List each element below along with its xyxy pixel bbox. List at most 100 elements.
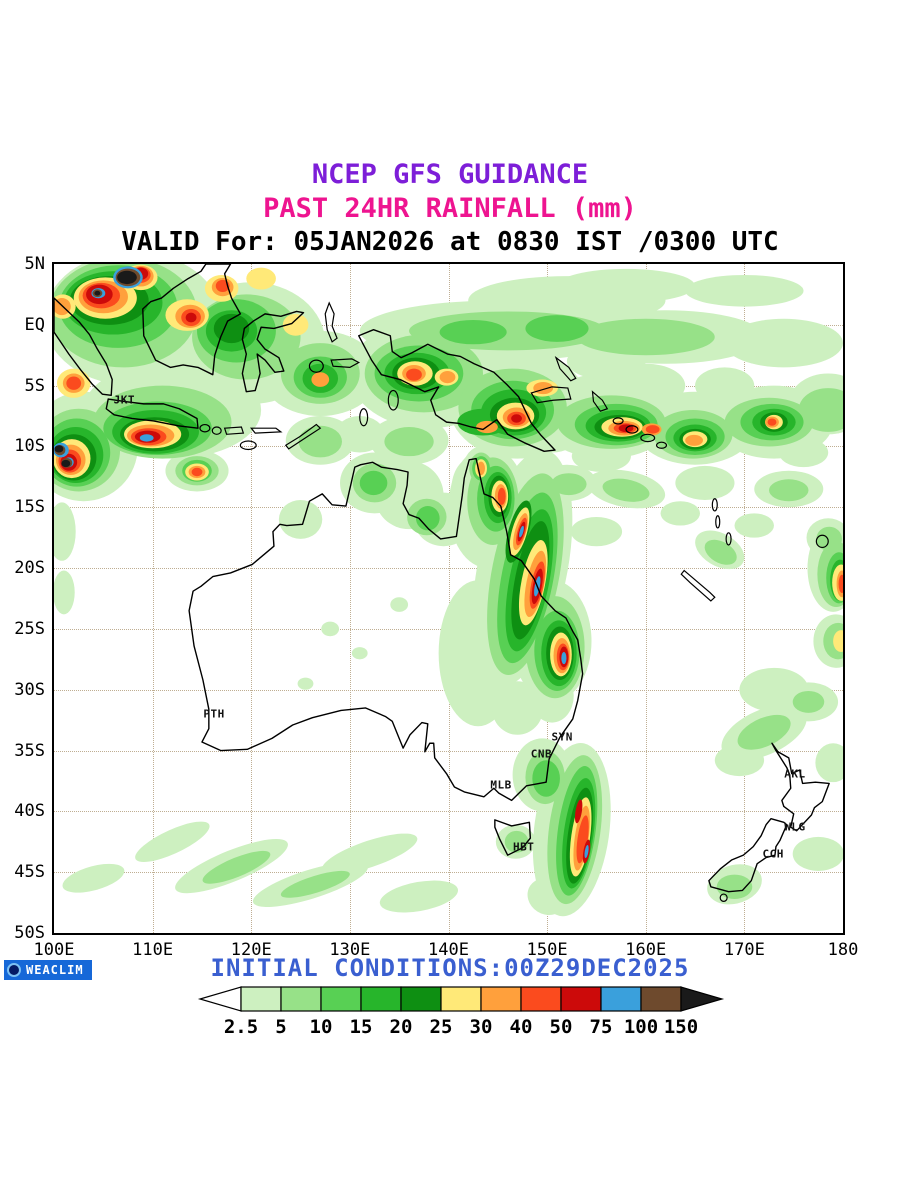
coastline-vanuatu-1 (712, 499, 717, 511)
legend-swatch-100 (640, 986, 682, 1012)
rain-cell-level-2 (704, 539, 737, 565)
legend-swatch-20 (400, 986, 442, 1012)
lon-label-110E: 110E (132, 940, 174, 960)
rain-cell-level-2 (551, 473, 587, 496)
legend-value-10: 10 (309, 1016, 333, 1038)
coastline-new-guinea (359, 330, 555, 452)
lat-label-10S: 10S (14, 436, 45, 457)
product-title: PAST 24HR RAINFALL (mm) (263, 193, 637, 224)
city-label-AKL: AKL (784, 767, 806, 781)
rain-cell-level-2 (769, 479, 809, 502)
rain-cell-level-7 (439, 371, 456, 384)
title-block: NCEP GFS GUIDANCE PAST 24HR RAINFALL (mm… (0, 158, 900, 258)
rain-cell-level-1 (714, 744, 765, 777)
legend-swatch-10 (320, 986, 362, 1012)
coastline-bougainville (592, 392, 607, 411)
rain-cell-level-10 (519, 525, 524, 538)
coastline-nz-south-island (709, 819, 787, 892)
rain-cell-level-1 (739, 667, 809, 712)
coastline-bali (200, 425, 210, 432)
rain-cell-level-10 (139, 434, 154, 442)
rain-cell-level-12 (117, 270, 137, 285)
lon-label-180: 180 (827, 940, 859, 960)
gridline-vertical (251, 264, 253, 933)
coastline-borneo (143, 264, 241, 375)
legend-value-2.5: 2.5 (223, 1016, 259, 1038)
rain-cell-level-1 (685, 274, 804, 307)
rain-cell-level-9 (511, 414, 522, 423)
rain-cell-level-1 (335, 416, 385, 453)
coastline-java (106, 399, 198, 428)
rain-cell-level-8 (767, 418, 777, 426)
model-title: NCEP GFS GUIDANCE (311, 159, 589, 190)
coastline-solomon-2 (626, 426, 638, 433)
lat-label-20S: 20S (14, 558, 45, 579)
legend-value-100: 100 (623, 1016, 659, 1038)
coastline-sumba (240, 441, 256, 450)
rain-cell-level-2 (792, 690, 825, 713)
rain-cell-level-8 (497, 487, 506, 505)
rain-cell-level-1 (390, 597, 409, 612)
legend-swatch-40 (520, 986, 562, 1012)
coastline-vanuatu-3 (726, 533, 731, 545)
coastline-solomon-4 (657, 442, 667, 448)
lat-label-5S: 5S (24, 375, 45, 396)
lon-label-170E: 170E (723, 940, 765, 960)
legend-swatch-2.5 (240, 986, 282, 1012)
legend-swatch-50 (560, 986, 602, 1012)
rain-cell-level-5 (213, 313, 250, 344)
rain-cell-level-7 (311, 372, 330, 387)
city-label-WLG: WLG (784, 820, 806, 834)
legend-swatch-15 (360, 986, 402, 1012)
legend-swatch-25 (440, 986, 482, 1012)
legend-swatch-5 (280, 986, 322, 1012)
city-label-CCH: CCH (762, 847, 784, 861)
city-label-JKT: JKT (113, 393, 135, 407)
rain-cell-level-2 (384, 426, 434, 457)
lon-label-140E: 140E (428, 940, 469, 960)
lat-label-40S: 40S (14, 801, 45, 822)
rain-cell-level-1 (570, 517, 623, 547)
city-label-SYN: SYN (551, 730, 573, 744)
coastline-vanuatu-2 (716, 516, 720, 528)
rain-cell-level-2 (737, 714, 791, 750)
lon-label-120E: 120E (230, 940, 272, 960)
rain-cell-level-8 (406, 368, 422, 381)
rain-cell-level-1 (135, 821, 210, 862)
rain-cell-level-1 (695, 367, 755, 404)
rain-cell-level-1 (734, 513, 774, 538)
coastline-nz-north-island (772, 743, 829, 831)
city-label-MLB: MLB (490, 778, 512, 792)
rain-cell-level-1 (778, 437, 829, 468)
rain-cell-level-2 (602, 478, 650, 502)
rain-cell-level-1 (815, 743, 843, 783)
lon-label-150E: 150E (526, 940, 568, 960)
rain-cell-level-9 (574, 799, 583, 824)
legend-value-40: 40 (509, 1016, 533, 1038)
legend-value-75: 75 (589, 1016, 613, 1038)
coastline-solomon-3 (641, 434, 655, 441)
rain-cell-level-7 (533, 381, 554, 395)
lat-label-30S: 30S (14, 679, 45, 700)
weaclim-logo: WEACLIM (4, 960, 92, 980)
rain-cell-level-1 (491, 681, 544, 735)
lat-label-15S: 15S (14, 497, 45, 518)
rain-cell-level-1 (321, 833, 418, 875)
gridline-vertical (645, 264, 647, 933)
coastline-seram (331, 359, 359, 368)
gridline-vertical (349, 264, 351, 933)
rain-cell-level-1 (792, 836, 843, 871)
lon-label-160E: 160E (625, 940, 667, 960)
valid-time-line: VALID For: 05JAN2026 at 0830 IST /0300 U… (121, 227, 779, 257)
lon-label-100E: 100E (33, 940, 75, 960)
rain-cell-level-8 (838, 574, 843, 594)
rain-cell-level-1 (297, 677, 314, 690)
gridline-vertical (744, 264, 746, 933)
legend-value-20: 20 (389, 1016, 413, 1038)
city-label-HBT: HBT (513, 840, 535, 854)
coastline-tasmania (495, 820, 531, 855)
coastline-fiji (816, 535, 828, 547)
rain-cell-level-3 (359, 470, 388, 496)
lat-label-25S: 25S (14, 618, 45, 639)
rain-cell-level-1 (660, 501, 700, 526)
